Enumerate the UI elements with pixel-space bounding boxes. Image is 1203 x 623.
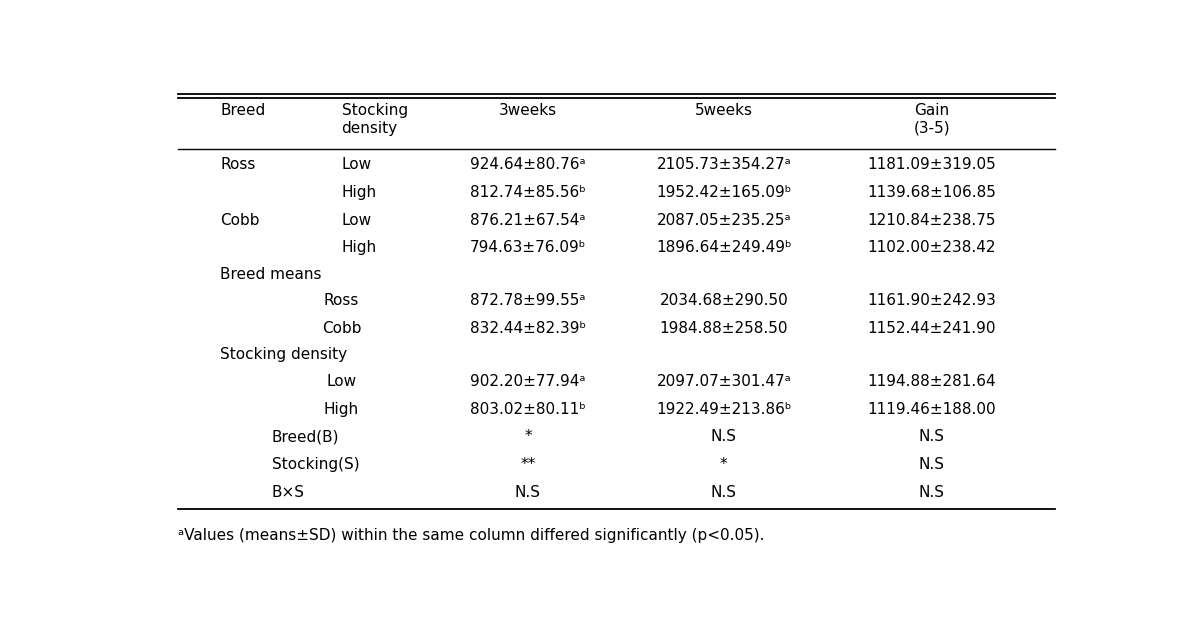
Text: N.S: N.S xyxy=(711,429,736,444)
Text: Cobb: Cobb xyxy=(220,212,260,227)
Text: *: * xyxy=(525,429,532,444)
Text: Stocking density: Stocking density xyxy=(220,347,348,362)
Text: High: High xyxy=(342,185,377,200)
Text: 2105.73±354.27ᵃ: 2105.73±354.27ᵃ xyxy=(657,157,792,172)
Text: 872.78±99.55ᵃ: 872.78±99.55ᵃ xyxy=(470,293,586,308)
Text: 1102.00±238.42: 1102.00±238.42 xyxy=(867,240,996,255)
Text: 1152.44±241.90: 1152.44±241.90 xyxy=(867,321,996,336)
Text: N.S: N.S xyxy=(515,485,541,500)
Text: 5weeks: 5weeks xyxy=(695,103,753,118)
Text: N.S: N.S xyxy=(919,457,944,472)
Text: 1139.68±106.85: 1139.68±106.85 xyxy=(867,185,996,200)
Text: 794.63±76.09ᵇ: 794.63±76.09ᵇ xyxy=(470,240,586,255)
Text: 832.44±82.39ᵇ: 832.44±82.39ᵇ xyxy=(470,321,586,336)
Text: Ross: Ross xyxy=(220,157,256,172)
Text: N.S: N.S xyxy=(711,485,736,500)
Text: 803.02±80.11ᵇ: 803.02±80.11ᵇ xyxy=(470,402,586,417)
Text: 1984.88±258.50: 1984.88±258.50 xyxy=(659,321,788,336)
Text: Breed means: Breed means xyxy=(220,267,321,282)
Text: density: density xyxy=(342,120,398,136)
Text: 876.21±67.54ᵃ: 876.21±67.54ᵃ xyxy=(470,212,586,227)
Text: ᵃValues (means±SD) within the same column differed significantly (p<0.05).: ᵃValues (means±SD) within the same colum… xyxy=(178,528,765,543)
Text: Low: Low xyxy=(342,212,372,227)
Text: High: High xyxy=(324,402,358,417)
Text: 1161.90±242.93: 1161.90±242.93 xyxy=(867,293,996,308)
Text: (3-5): (3-5) xyxy=(913,120,950,136)
Text: 1119.46±188.00: 1119.46±188.00 xyxy=(867,402,996,417)
Text: High: High xyxy=(342,240,377,255)
Text: 924.64±80.76ᵃ: 924.64±80.76ᵃ xyxy=(470,157,586,172)
Text: 1922.49±213.86ᵇ: 1922.49±213.86ᵇ xyxy=(656,402,792,417)
Text: *: * xyxy=(719,457,728,472)
Text: 2087.05±235.25ᵃ: 2087.05±235.25ᵃ xyxy=(657,212,792,227)
Text: 1896.64±249.49ᵇ: 1896.64±249.49ᵇ xyxy=(656,240,792,255)
Text: Gain: Gain xyxy=(914,103,949,118)
Text: B×S: B×S xyxy=(272,485,304,500)
Text: Breed: Breed xyxy=(220,103,266,118)
Text: Stocking: Stocking xyxy=(342,103,408,118)
Text: Low: Low xyxy=(326,374,356,389)
Text: 2034.68±290.50: 2034.68±290.50 xyxy=(659,293,788,308)
Text: N.S: N.S xyxy=(919,429,944,444)
Text: 1181.09±319.05: 1181.09±319.05 xyxy=(867,157,996,172)
Text: Stocking(S): Stocking(S) xyxy=(272,457,360,472)
Text: 902.20±77.94ᵃ: 902.20±77.94ᵃ xyxy=(470,374,586,389)
Text: Cobb: Cobb xyxy=(321,321,361,336)
Text: 1952.42±165.09ᵇ: 1952.42±165.09ᵇ xyxy=(656,185,792,200)
Text: 3weeks: 3weeks xyxy=(499,103,557,118)
Text: Breed(B): Breed(B) xyxy=(272,429,339,444)
Text: Ross: Ross xyxy=(324,293,360,308)
Text: 1194.88±281.64: 1194.88±281.64 xyxy=(867,374,996,389)
Text: N.S: N.S xyxy=(919,485,944,500)
Text: 812.74±85.56ᵇ: 812.74±85.56ᵇ xyxy=(470,185,586,200)
Text: **: ** xyxy=(521,457,535,472)
Text: 1210.84±238.75: 1210.84±238.75 xyxy=(867,212,996,227)
Text: Low: Low xyxy=(342,157,372,172)
Text: 2097.07±301.47ᵃ: 2097.07±301.47ᵃ xyxy=(657,374,792,389)
